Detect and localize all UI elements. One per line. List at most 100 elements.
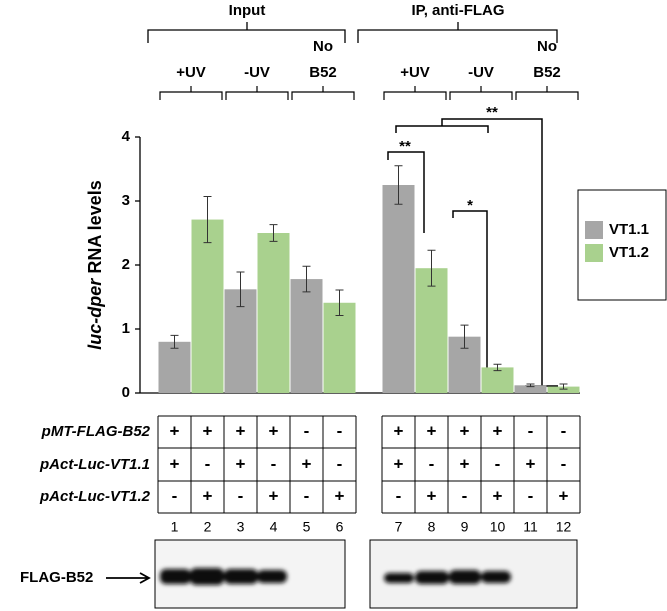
category-label: +UV bbox=[176, 64, 206, 81]
annotation: * bbox=[467, 197, 473, 214]
sub-bracket bbox=[159, 86, 223, 100]
lane-number: 4 bbox=[270, 519, 278, 535]
table-cell: + bbox=[335, 486, 345, 505]
table-cell: - bbox=[561, 421, 567, 440]
table-cell: + bbox=[394, 421, 404, 440]
error-bar bbox=[394, 165, 403, 205]
table-cell: + bbox=[559, 486, 569, 505]
bar bbox=[290, 279, 323, 393]
error-bar bbox=[493, 363, 502, 372]
table-cell: + bbox=[203, 421, 213, 440]
annotation: ** bbox=[486, 104, 498, 121]
sub-bracket bbox=[225, 86, 289, 100]
table-cell: + bbox=[302, 454, 312, 473]
table-cell: + bbox=[170, 454, 180, 473]
table-cell: - bbox=[172, 486, 178, 505]
bar bbox=[323, 302, 356, 393]
table-cell: + bbox=[236, 421, 246, 440]
category-label: -UV bbox=[468, 64, 494, 81]
category-label: No B52 bbox=[533, 38, 561, 81]
annotation: ** bbox=[399, 138, 411, 155]
row-label: pAct-Luc-VT1.2 bbox=[39, 488, 151, 505]
sig-bracket bbox=[452, 210, 488, 381]
lane-number: 11 bbox=[523, 519, 538, 535]
sig-bracket bbox=[387, 151, 425, 233]
lane-number: 5 bbox=[303, 519, 311, 535]
table-cell: + bbox=[269, 486, 279, 505]
table-cell: - bbox=[238, 486, 244, 505]
blot-label: FLAG-B52 bbox=[20, 569, 93, 586]
table-cell: - bbox=[528, 421, 534, 440]
legend-label: VT1.1 bbox=[609, 221, 649, 238]
error-bar bbox=[302, 265, 311, 293]
category-label: -UV bbox=[244, 64, 270, 81]
bracket bbox=[147, 22, 346, 43]
sub-bracket bbox=[515, 86, 579, 100]
table-cell: - bbox=[304, 486, 310, 505]
sub-bracket bbox=[291, 86, 355, 100]
error-bar bbox=[170, 334, 179, 349]
table-cell: - bbox=[337, 421, 343, 440]
bar bbox=[191, 219, 224, 393]
error-bar bbox=[526, 383, 535, 388]
table-cell: + bbox=[170, 421, 180, 440]
error-bar bbox=[236, 271, 245, 308]
table-cell: - bbox=[205, 454, 211, 473]
table-cell: - bbox=[561, 454, 567, 473]
table-cell: + bbox=[427, 486, 437, 505]
bar bbox=[382, 185, 415, 393]
y-tick-label: 4 bbox=[122, 128, 131, 145]
lane-number: 12 bbox=[556, 519, 572, 535]
error-bar bbox=[460, 324, 469, 349]
lane-number: 2 bbox=[204, 519, 212, 535]
bar bbox=[415, 268, 448, 393]
category-label: +UV bbox=[400, 64, 430, 81]
bar bbox=[481, 367, 514, 393]
table-cell: - bbox=[462, 486, 468, 505]
error-bar bbox=[559, 383, 568, 390]
category-label: No B52 bbox=[309, 38, 337, 81]
table-cell: + bbox=[493, 421, 503, 440]
error-bar bbox=[335, 289, 344, 317]
table-cell: - bbox=[429, 454, 435, 473]
y-tick-label: 2 bbox=[122, 256, 130, 273]
y-tick-label: 0 bbox=[122, 384, 130, 401]
sub-bracket bbox=[449, 86, 513, 100]
table-cell: + bbox=[394, 454, 404, 473]
table-cell: + bbox=[427, 421, 437, 440]
table-cell: - bbox=[271, 454, 277, 473]
bar bbox=[257, 233, 290, 393]
legend-swatch bbox=[585, 221, 603, 239]
table-cell: + bbox=[460, 421, 470, 440]
table-cell: + bbox=[203, 486, 213, 505]
group-title: IP, anti-FLAG bbox=[411, 2, 504, 19]
legend bbox=[577, 189, 667, 301]
table-cell: + bbox=[460, 454, 470, 473]
table-cell: + bbox=[526, 454, 536, 473]
table-cell: - bbox=[495, 454, 501, 473]
table-cell: + bbox=[493, 486, 503, 505]
bar bbox=[547, 386, 580, 393]
y-tick-label: 3 bbox=[122, 192, 130, 209]
error-bar bbox=[269, 224, 278, 242]
legend-label: VT1.2 bbox=[609, 244, 649, 261]
error-bar bbox=[427, 249, 436, 287]
bracket bbox=[357, 22, 558, 43]
table-cell: - bbox=[304, 421, 310, 440]
lane-number: 7 bbox=[395, 519, 403, 535]
table-cell: - bbox=[528, 486, 534, 505]
bar bbox=[158, 341, 191, 393]
arrow bbox=[106, 572, 151, 584]
table-cell: + bbox=[269, 421, 279, 440]
row-label: pMT-FLAG-B52 bbox=[41, 423, 151, 440]
lane-number: 9 bbox=[461, 519, 469, 535]
table-cell: - bbox=[337, 454, 343, 473]
legend-swatch bbox=[585, 244, 603, 262]
sub-bracket bbox=[383, 86, 447, 100]
row-label: pAct-Luc-VT1.1 bbox=[39, 456, 150, 473]
table-cell: - bbox=[396, 486, 402, 505]
lane-number: 6 bbox=[336, 519, 344, 535]
group-title: Input bbox=[229, 2, 266, 19]
bar bbox=[514, 385, 547, 393]
